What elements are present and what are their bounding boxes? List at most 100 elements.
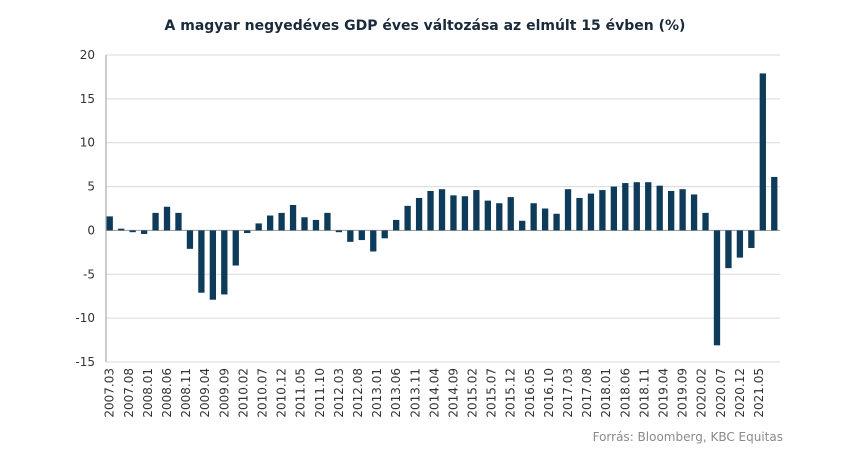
x-tick-label: 2012.03: [332, 368, 346, 418]
x-tick-label: 2020.12: [733, 368, 747, 418]
x-tick-label: 2010.07: [255, 368, 269, 418]
bar: [324, 212, 331, 231]
x-tick-label: 2020.02: [695, 368, 709, 418]
x-tick-label: 2013.06: [389, 368, 403, 418]
bar: [576, 197, 583, 231]
x-tick-label: 2016.10: [542, 368, 556, 418]
x-tick-label: 2018.06: [618, 368, 632, 418]
bar: [473, 190, 480, 231]
bar: [163, 206, 171, 231]
x-tick-label: 2014.09: [446, 368, 460, 418]
bar: [438, 189, 446, 231]
x-tick-label: 2015.02: [466, 368, 480, 418]
bar: [599, 190, 606, 231]
bar: [702, 212, 709, 231]
bar: [427, 190, 434, 231]
bar: [496, 203, 503, 231]
bar: [198, 230, 205, 293]
bar: [530, 203, 537, 231]
x-tick-label: 2010.12: [275, 368, 289, 418]
bar: [255, 223, 262, 231]
x-tick-label: 2011.10: [313, 368, 327, 418]
y-tick-label: 20: [80, 48, 95, 62]
bar: [301, 217, 308, 231]
bar: [450, 195, 457, 231]
x-tick-label: 2021.05: [752, 368, 766, 418]
x-tick-label: 2007.03: [103, 368, 117, 418]
bar: [668, 190, 675, 231]
bar: [771, 176, 778, 231]
bar: [278, 212, 285, 231]
x-tick-label: 2008.06: [160, 368, 174, 418]
y-tick-label: -15: [75, 355, 95, 369]
bar: [748, 230, 755, 248]
bar: [656, 185, 663, 231]
bar: [541, 208, 549, 231]
bar: [736, 230, 744, 258]
bar: [129, 230, 136, 233]
bar: [587, 193, 595, 231]
bar: [358, 230, 365, 241]
bar: [507, 197, 514, 231]
x-tick-label: 2012.08: [351, 368, 365, 418]
x-tick-label: 2015.12: [504, 368, 518, 418]
x-tick-label: 2008.01: [141, 368, 155, 418]
x-tick-label: 2008.11: [179, 368, 193, 418]
x-tick-label: 2014.04: [427, 368, 441, 418]
bar: [140, 230, 148, 234]
chart-title: A magyar negyedéves GDP éves változása a…: [165, 18, 686, 34]
bar: [370, 230, 377, 252]
bar: [690, 194, 698, 231]
bar: [118, 228, 125, 231]
bar: [312, 219, 320, 231]
x-tick-label: 2018.01: [599, 368, 613, 418]
bar: [152, 212, 159, 231]
bar: [221, 230, 228, 295]
y-tick-label: -10: [75, 311, 95, 325]
x-tick-label: 2013.11: [408, 368, 422, 418]
bar: [622, 183, 629, 231]
bar: [759, 73, 766, 231]
bar: [404, 205, 411, 231]
bar: [335, 230, 343, 233]
bar: [725, 230, 732, 269]
bar: [519, 220, 526, 231]
x-tick-label: 2009.04: [198, 368, 212, 418]
x-tick-label: 2011.05: [294, 368, 308, 418]
x-tick-label: 2013.01: [370, 368, 384, 418]
bar: [347, 230, 354, 242]
bar: [645, 182, 652, 231]
x-tick-label: 2019.04: [657, 368, 671, 418]
bar: [610, 186, 618, 231]
x-tick-label: 2017.08: [580, 368, 594, 418]
y-tick-label: 5: [87, 180, 95, 194]
bar: [553, 213, 560, 231]
bar: [679, 189, 686, 231]
bar: [209, 230, 216, 300]
bar: [381, 230, 388, 239]
x-tick-label: 2018.11: [637, 368, 651, 418]
bar: [106, 216, 113, 231]
source: Forrás: Bloomberg, KBC Equitas: [593, 430, 783, 444]
bar: [289, 204, 297, 231]
y-tick-label: 15: [80, 92, 95, 106]
bar: [266, 215, 274, 231]
bar: [186, 230, 194, 249]
x-tick-label: 2020.07: [714, 368, 728, 418]
y-tick-label: 0: [87, 223, 95, 237]
bar: [484, 200, 491, 231]
x-tick-label: 2019.09: [676, 368, 690, 418]
bar: [633, 182, 640, 231]
y-tick-label: 10: [80, 136, 95, 150]
bar: [244, 230, 251, 234]
x-tick-label: 2007.08: [122, 368, 136, 418]
bar: [564, 189, 572, 231]
x-tick-label: 2015.07: [485, 368, 499, 418]
bar: [232, 230, 239, 266]
bar: [175, 212, 182, 231]
bar: [415, 197, 423, 231]
x-tick-label: 2010.02: [236, 368, 250, 418]
bar: [393, 219, 400, 231]
x-tick-label: 2016.05: [523, 368, 537, 418]
